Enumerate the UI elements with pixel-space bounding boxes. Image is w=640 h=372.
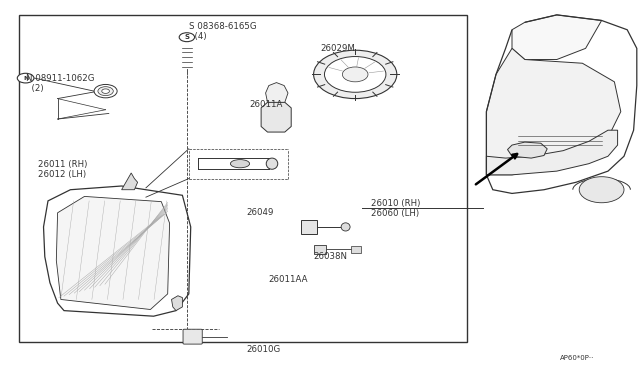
Circle shape: [314, 50, 397, 99]
Ellipse shape: [230, 160, 250, 168]
Circle shape: [17, 73, 34, 83]
Text: 26010G: 26010G: [246, 345, 281, 354]
Circle shape: [324, 57, 386, 92]
Bar: [314, 245, 326, 254]
Text: N 08911-1062G
  (2): N 08911-1062G (2): [26, 74, 94, 93]
Ellipse shape: [266, 158, 278, 169]
Polygon shape: [56, 196, 170, 310]
Text: S: S: [184, 34, 189, 40]
Circle shape: [579, 177, 624, 203]
Polygon shape: [486, 130, 618, 175]
Polygon shape: [486, 48, 621, 175]
Text: 26029M: 26029M: [320, 44, 355, 53]
Circle shape: [98, 87, 113, 96]
Text: 26011 (RH)
26012 (LH): 26011 (RH) 26012 (LH): [38, 160, 88, 179]
Bar: [19, 15, 467, 342]
Text: 26049: 26049: [246, 208, 274, 217]
Polygon shape: [266, 83, 288, 102]
Polygon shape: [508, 142, 547, 158]
Text: N: N: [23, 76, 28, 81]
Polygon shape: [261, 102, 291, 132]
Circle shape: [102, 89, 109, 93]
Text: 26038N: 26038N: [314, 252, 348, 261]
Circle shape: [179, 33, 195, 42]
Bar: [301, 220, 317, 234]
FancyBboxPatch shape: [183, 329, 202, 344]
Text: 26010 (RH)
26060 (LH): 26010 (RH) 26060 (LH): [371, 199, 420, 218]
Polygon shape: [172, 296, 182, 311]
Polygon shape: [44, 186, 191, 316]
Text: 26011A: 26011A: [250, 100, 283, 109]
Text: AP60*0P··: AP60*0P··: [560, 355, 595, 361]
Bar: [351, 246, 361, 253]
Polygon shape: [122, 173, 138, 190]
Ellipse shape: [341, 223, 350, 231]
Text: 26011AA: 26011AA: [269, 275, 308, 283]
Circle shape: [342, 67, 368, 82]
Polygon shape: [512, 15, 602, 60]
Text: S 08368-6165G
  (4): S 08368-6165G (4): [189, 22, 257, 41]
Circle shape: [94, 84, 117, 98]
